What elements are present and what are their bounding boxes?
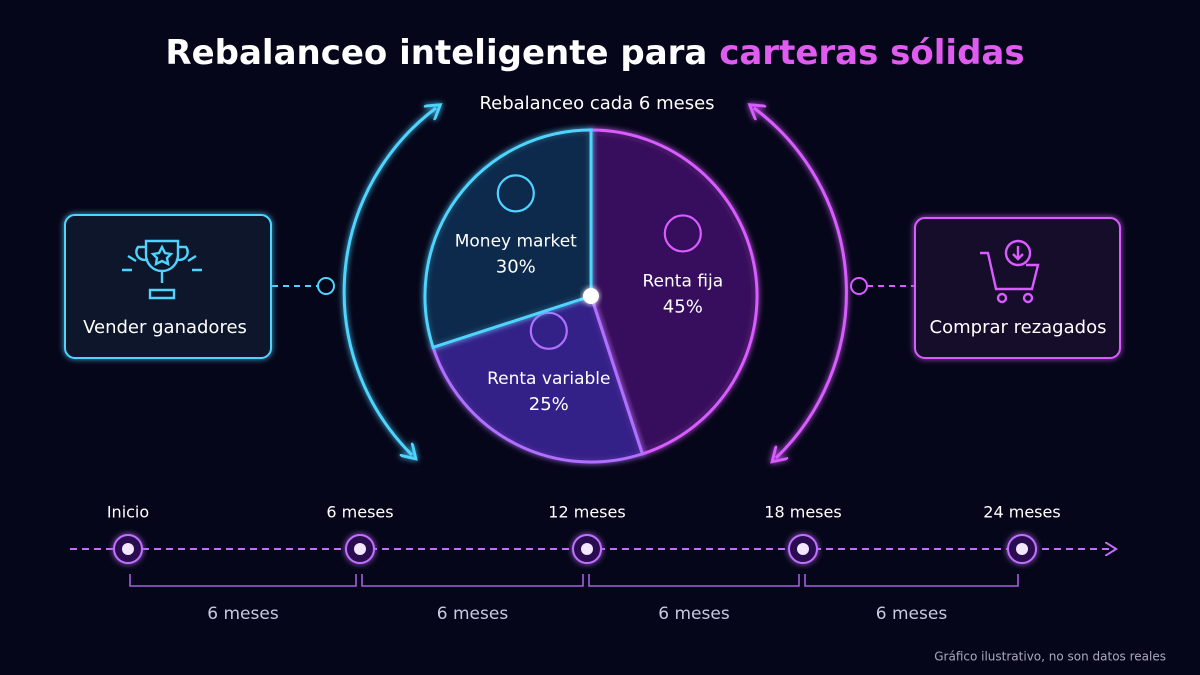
slice-label: Renta fija (643, 271, 724, 291)
title-main: Rebalanceo inteligente para (165, 33, 707, 73)
slice-label: Money market (455, 231, 577, 251)
chart-subtitle: Rebalanceo cada 6 meses (479, 93, 714, 114)
interval-brace (804, 574, 1019, 587)
slice-icon (529, 311, 568, 350)
interval-brace (588, 574, 800, 587)
interval-brace (361, 574, 584, 587)
slice-value: 25% (529, 394, 569, 415)
pie-center (583, 288, 599, 304)
sell-box (64, 214, 272, 359)
interval-label: 6 meses (207, 604, 279, 624)
buy-label: Comprar rezagados (930, 317, 1107, 338)
milestone-dot (581, 543, 593, 555)
slice-value: 45% (663, 296, 703, 317)
pie-slice (589, 128, 759, 456)
sell-arc (342, 108, 436, 455)
sell-label: Vender ganadores (83, 317, 247, 338)
cart-icon (980, 239, 1040, 304)
milestone-label: Inicio (107, 503, 149, 522)
pie: Renta fija 45% Renta variable 25% Money mark… (423, 128, 759, 464)
connector-node (317, 277, 335, 295)
interval-label: 6 meses (876, 604, 948, 624)
timeline: Inicio 6 meses 12 meses 18 meses 24 meses 6 m… (107, 503, 1061, 625)
slice-icon (663, 214, 702, 253)
milestone-dot (122, 543, 134, 555)
milestone-dot (797, 543, 809, 555)
footnote: Gráfico ilustrativo, no son datos reales (934, 650, 1166, 664)
slice-icon (496, 174, 535, 213)
chart-title: Rebalanceo inteligente para carteras sól… (165, 33, 1024, 73)
connector-node (850, 277, 868, 295)
title-highlight: carteras sólidas (719, 33, 1024, 73)
milestone-label: 24 meses (983, 503, 1060, 522)
buy-arc (754, 108, 848, 458)
milestone-dot (1016, 543, 1028, 555)
milestone-dot (354, 543, 366, 555)
interval-label: 6 meses (437, 604, 509, 624)
slice-label: Renta variable (487, 369, 610, 389)
interval-label: 6 meses (658, 604, 730, 624)
pie-slice (423, 128, 593, 350)
slice-value: 30% (496, 256, 536, 277)
trophy-icon (122, 239, 202, 300)
interval-brace (129, 574, 357, 587)
milestone-label: 18 meses (764, 503, 841, 522)
pie-slice (431, 294, 645, 464)
milestone-label: 12 meses (548, 503, 625, 522)
milestone-label: 6 meses (326, 503, 393, 522)
